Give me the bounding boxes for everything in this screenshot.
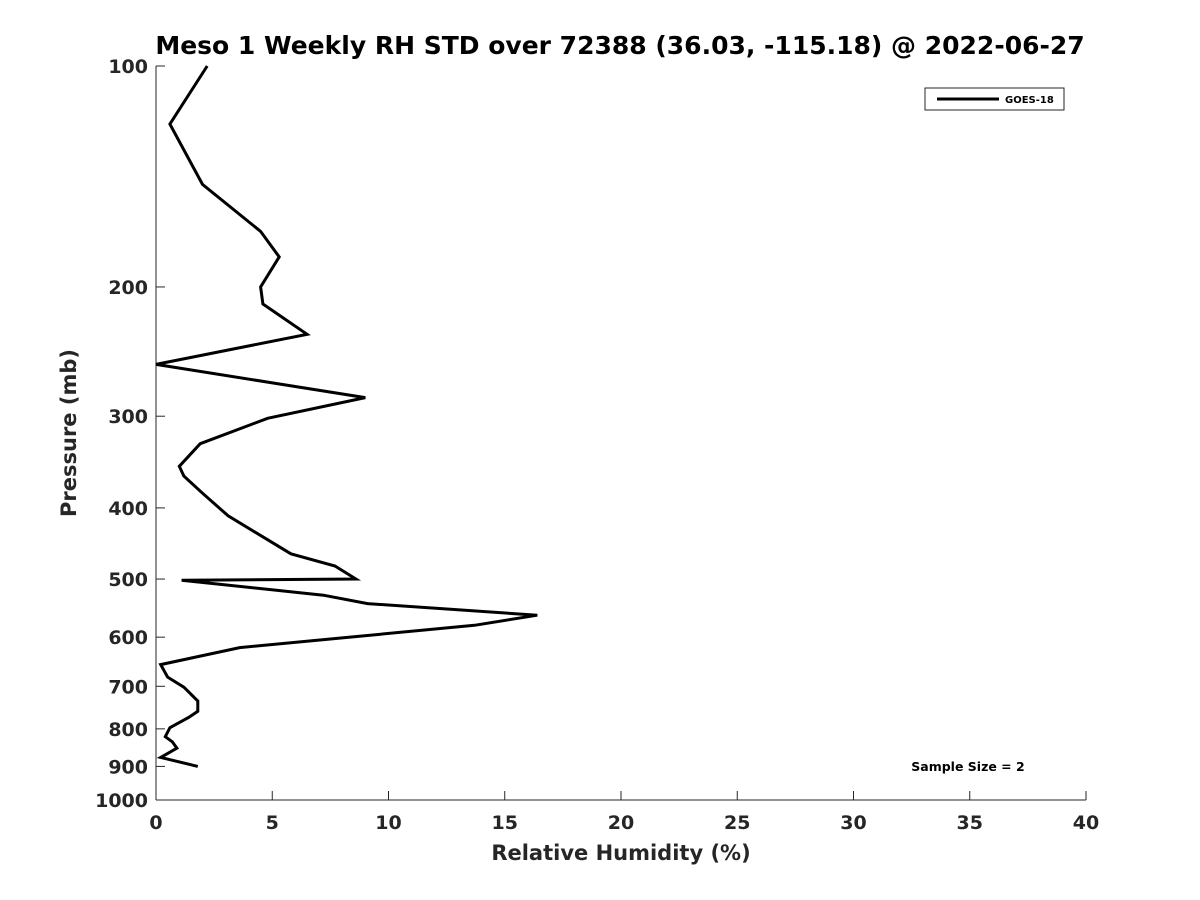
x-axis-label: Relative Humidity (%) [491,841,750,865]
x-tick-label-20: 20 [608,812,634,834]
x-tick-label-30: 30 [840,812,866,834]
series-line-goes-18 [155,65,538,768]
legend: GOES-18 [924,87,1065,111]
y-tick-label-800: 800 [108,719,148,741]
legend-label-goes-18: GOES-18 [1005,95,1054,106]
y-tick-label-900: 900 [108,756,148,778]
y-ticks: 100 200 300 400 500 600 700 800 900 1000 [95,56,165,812]
x-tick-label-10: 10 [375,812,401,834]
y-tick-label-700: 700 [108,676,148,698]
x-tick-label-0: 0 [149,812,162,834]
chart-title: Meso 1 Weekly RH STD over 72388 (36.03, … [155,31,1084,60]
series-group [155,65,538,768]
y-tick-label-500: 500 [108,569,148,591]
x-tick-label-15: 15 [492,812,518,834]
sample-size-annotation: Sample Size = 2 [911,759,1024,774]
y-tick-label-200: 200 [108,277,148,299]
x-ticks: 0 5 10 15 20 25 30 35 40 [149,791,1099,834]
x-tick-label-25: 25 [724,812,750,834]
y-tick-label-400: 400 [108,498,148,520]
x-tick-label-5: 5 [266,812,279,834]
y-tick-label-600: 600 [108,627,148,649]
y-axis-label: Pressure (mb) [57,349,81,517]
y-tick-label-1000: 1000 [95,790,148,812]
x-tick-label-40: 40 [1073,812,1099,834]
y-tick-label-100: 100 [108,56,148,78]
x-tick-label-35: 35 [957,812,983,834]
y-tick-label-300: 300 [108,406,148,428]
